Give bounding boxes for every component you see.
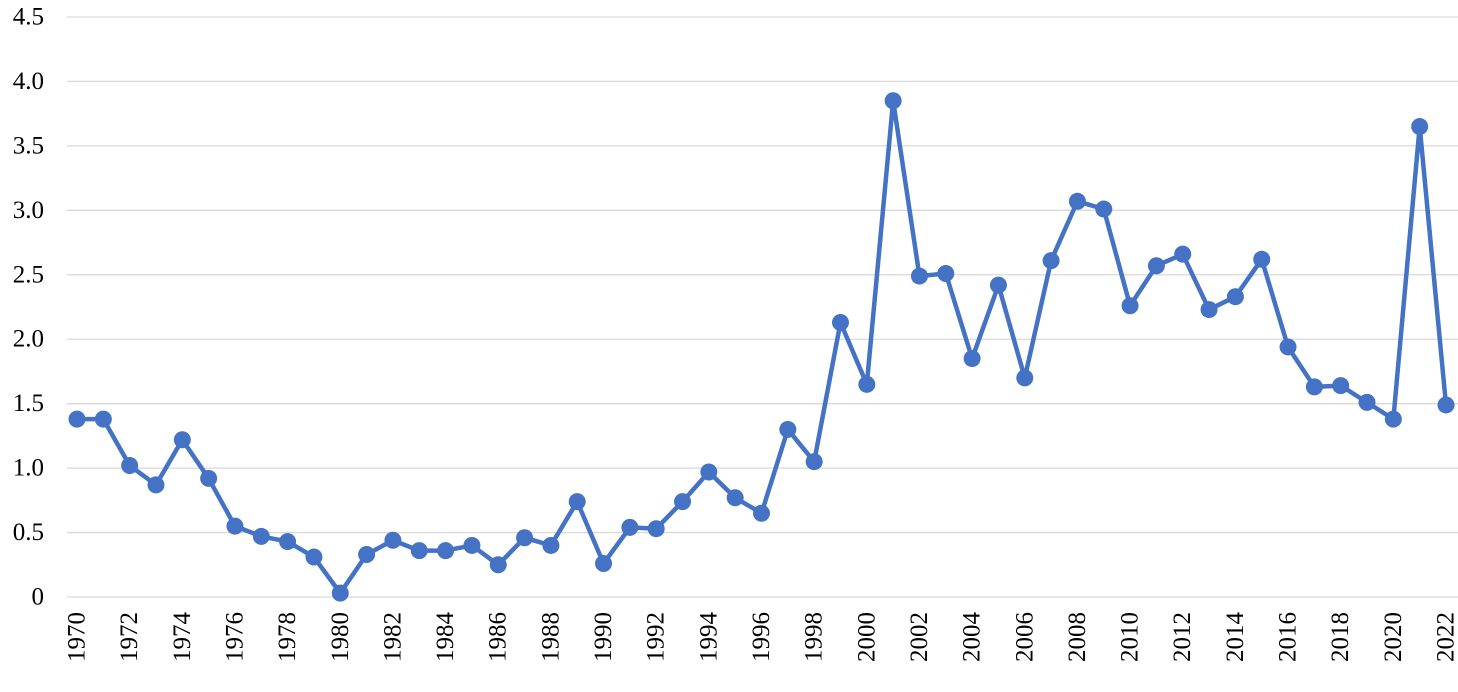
x-tick-label: 1996 [748,612,775,662]
data-point [831,313,849,331]
data-point [884,92,902,110]
y-tick-label: 2.0 [13,326,44,353]
y-tick-label: 0.5 [13,519,44,546]
data-point [1095,200,1113,218]
gridlines [67,16,1458,598]
data-point [516,529,534,547]
data-point [1147,257,1165,275]
x-tick-label: 2012 [1169,612,1196,662]
y-tick-label: 2.5 [13,261,44,288]
data-point [963,350,981,368]
data-point [279,533,297,551]
data-point [331,584,349,602]
data-point [410,542,428,560]
data-point [1332,377,1350,395]
data-point [700,463,718,481]
y-tick-label: 4.0 [13,68,44,95]
data-point [437,542,455,560]
x-tick-label: 2008 [1064,612,1091,662]
y-tick-label: 1.0 [13,455,44,482]
x-tick-label: 2018 [1327,612,1354,662]
x-tick-label: 2014 [1222,612,1249,663]
data-point [595,554,613,572]
data-point [753,504,770,522]
data-point [989,276,1007,294]
y-tick-label: 3.5 [13,132,44,159]
data-point [937,264,955,282]
data-point [463,536,481,554]
data-point [1358,393,1376,411]
data-point [1253,250,1271,268]
data-point [384,531,402,549]
x-tick-label: 2004 [959,612,986,663]
y-axis-tick-labels: 0 0.5 1.0 1.5 2.0 2.5 3.0 3.5 4.0 4.5 [13,4,44,611]
data-point [1174,245,1192,263]
data-point [147,476,165,494]
data-point [674,493,692,511]
x-tick-label: 2020 [1380,612,1407,662]
x-tick-label: 2002 [906,612,933,662]
data-point [779,420,797,438]
data-point [726,489,744,507]
data-point [1226,288,1244,306]
data-point [805,453,823,471]
data-point [542,536,560,554]
data-point [1437,396,1455,414]
data-point [1121,297,1139,315]
data-point [1279,338,1297,356]
x-tick-label: 1974 [169,612,196,663]
x-tick-label: 2010 [1117,612,1144,662]
data-point [568,493,586,511]
y-tick-label: 3.0 [13,197,44,224]
data-point [621,518,639,536]
x-tick-label: 1978 [274,612,301,662]
data-point [200,469,218,487]
x-tick-label: 1994 [695,612,722,663]
data-point [1068,192,1086,210]
x-tick-label: 1970 [64,612,91,662]
x-tick-label: 1972 [116,612,143,662]
data-point [94,410,112,428]
data-point [1016,369,1034,387]
x-tick-label: 2022 [1433,612,1458,662]
data-point [489,556,507,574]
x-tick-label: 1976 [221,612,248,662]
x-tick-label: 1982 [379,612,406,662]
x-tick-label: 1986 [485,612,512,662]
x-tick-label: 1992 [643,612,670,662]
x-axis-tick-labels: 1970 1972 1974 1976 1978 1980 1982 1984 1986 1988… [64,612,1458,663]
data-point [1411,118,1429,136]
x-tick-label: 2000 [853,612,880,662]
data-point [858,375,876,393]
data-point [121,457,139,475]
data-point [1305,378,1323,396]
x-tick-label: 2016 [1275,612,1302,662]
data-point [1042,252,1060,270]
x-tick-label: 2006 [1011,612,1038,662]
x-tick-label: 1988 [537,612,564,662]
y-tick-label: 1.5 [13,390,44,417]
data-point [647,520,665,538]
data-point [173,431,191,449]
data-point [252,527,270,545]
data-point [226,517,244,535]
y-tick-label: 4.5 [13,4,44,31]
x-tick-label: 1998 [801,612,828,662]
x-tick-label: 1990 [590,612,617,662]
data-point [358,545,376,563]
y-tick-label: 0 [32,584,45,611]
data-point [910,267,928,285]
data-point [1384,410,1402,428]
data-point [1200,301,1218,319]
x-tick-label: 1984 [432,612,459,663]
data-point [68,410,86,428]
data-point [305,548,323,566]
x-tick-label: 1980 [327,612,354,662]
series-1 [68,92,1455,602]
